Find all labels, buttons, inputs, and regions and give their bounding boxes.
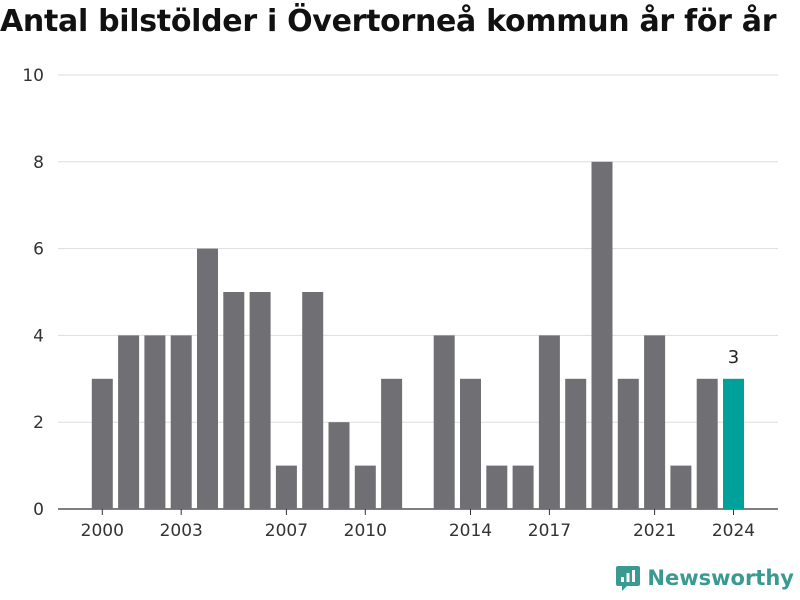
- bar-2016: [512, 465, 534, 509]
- bar-2008: [302, 292, 324, 509]
- x-tick-label: 2014: [449, 521, 492, 541]
- bar-2018: [565, 378, 587, 509]
- bar-2005: [223, 292, 245, 509]
- bar-2019: [591, 161, 613, 510]
- y-axis-ticks: 0 2 4 6 8 10: [22, 66, 44, 520]
- bar-2024: [723, 378, 744, 509]
- bar-2022: [670, 465, 692, 509]
- x-tick-label: 2000: [81, 521, 124, 541]
- x-tick-label: 2007: [265, 521, 308, 541]
- bar-2014: [460, 378, 481, 509]
- y-tick-label: 4: [33, 326, 44, 346]
- data-labels: 3: [728, 347, 739, 368]
- newsworthy-logo-icon: [616, 566, 641, 591]
- y-tick-label: 8: [33, 153, 44, 173]
- bar-2002: [144, 335, 166, 509]
- x-tick-label: 2010: [344, 521, 387, 541]
- bar-2001: [118, 335, 140, 509]
- y-tick-label: 0: [33, 500, 44, 520]
- chart-title: Antal bilstölder i Övertorneå kommun år …: [0, 4, 777, 39]
- bar-2009: [328, 422, 350, 509]
- bar-2011: [381, 378, 403, 509]
- bar-2021: [644, 335, 666, 509]
- bars: [91, 161, 744, 510]
- bar-2003: [170, 335, 192, 509]
- x-tick-label: 2021: [633, 521, 676, 541]
- bar-2023: [696, 378, 718, 509]
- bar-2010: [354, 465, 376, 509]
- x-tick-label: 2017: [528, 521, 571, 541]
- bar-2013: [433, 335, 455, 509]
- bar-2015: [486, 465, 508, 509]
- bar-2007: [275, 465, 297, 509]
- brand-name: Newsworthy: [647, 566, 794, 590]
- bar-2017: [538, 335, 560, 509]
- brand-logo: Newsworthy: [615, 564, 794, 592]
- x-tick-label: 2003: [160, 521, 203, 541]
- x-tick-label: 2024: [712, 521, 755, 541]
- y-tick-label: 6: [33, 240, 44, 260]
- y-tick-label: 10: [22, 66, 44, 86]
- y-tick-label: 2: [33, 413, 44, 433]
- bar-2004: [197, 248, 218, 509]
- gridlines: [58, 74, 778, 510]
- bar-2006: [249, 292, 271, 509]
- data-label-2024: 3: [728, 347, 739, 368]
- bar-2000: [91, 378, 113, 509]
- x-axis-ticks: 2000 2003 2007 2010 2014 2017 2021 2024: [81, 509, 755, 541]
- bar-2020: [617, 378, 639, 509]
